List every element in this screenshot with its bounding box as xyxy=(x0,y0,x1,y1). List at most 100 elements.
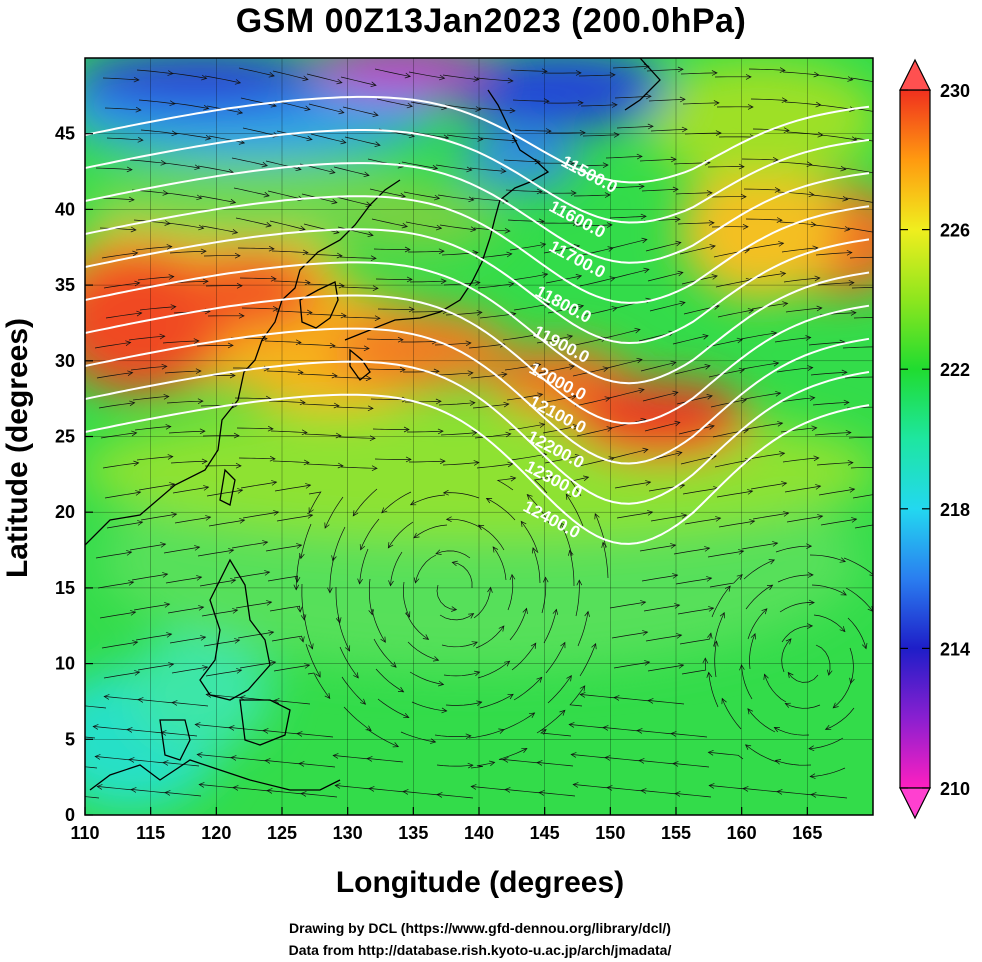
streamline xyxy=(784,101,821,106)
streamline-arrowhead xyxy=(403,712,410,719)
streamline-arrowhead xyxy=(477,524,485,531)
streamline-arrowhead xyxy=(300,614,307,621)
streamline-arrowhead xyxy=(681,126,688,133)
streamline-arrowhead xyxy=(814,275,821,282)
streamline xyxy=(645,242,681,252)
streamline-arrowhead xyxy=(442,489,449,496)
streamline-arrowhead xyxy=(135,490,142,496)
streamline xyxy=(853,317,873,319)
streamline-arrowhead xyxy=(826,669,833,676)
streamline-arrowhead xyxy=(329,342,336,349)
streamline xyxy=(570,476,589,497)
streamline-arrowhead xyxy=(572,424,580,430)
y-tick-label: 20 xyxy=(55,502,75,522)
streamline-arrowhead xyxy=(777,421,784,427)
streamline xyxy=(808,737,844,750)
streamline xyxy=(408,71,445,79)
streamline xyxy=(810,371,847,376)
streamline-arrowhead xyxy=(807,572,814,578)
streamline xyxy=(682,102,720,105)
streamline-arrowhead xyxy=(674,420,681,427)
streamline-arrowhead xyxy=(747,104,754,110)
streamline xyxy=(310,133,346,144)
streamline xyxy=(135,633,172,641)
streamline xyxy=(164,370,201,374)
streamline xyxy=(717,309,754,318)
streamline xyxy=(241,307,279,310)
streamline-arrowhead xyxy=(238,139,246,145)
streamline-arrowhead xyxy=(441,707,448,714)
streamline xyxy=(276,130,313,140)
streamline xyxy=(677,222,715,225)
streamline xyxy=(505,789,542,794)
streamline xyxy=(506,393,543,401)
streamline-arrowhead xyxy=(445,516,452,523)
streamline-arrowhead xyxy=(542,576,549,583)
streamline-arrowhead xyxy=(806,543,813,550)
streamline xyxy=(820,518,857,526)
streamline xyxy=(811,194,848,200)
streamline-arrowhead xyxy=(602,162,609,169)
streamline xyxy=(832,677,853,709)
streamline xyxy=(571,164,609,167)
streamline-arrowhead xyxy=(845,429,852,436)
streamline-arrowhead xyxy=(336,252,343,259)
streamline-arrowhead xyxy=(365,201,372,208)
streamline xyxy=(368,578,373,615)
streamline-arrowhead xyxy=(296,731,303,737)
streamline xyxy=(478,524,505,551)
streamline xyxy=(679,633,712,645)
streamline xyxy=(775,545,812,553)
streamline-arrowhead xyxy=(269,455,276,462)
streamline xyxy=(412,131,449,139)
streamline-arrowhead xyxy=(327,587,333,594)
streamline-arrowhead xyxy=(783,127,790,134)
streamline xyxy=(172,702,209,707)
streamline-arrowhead xyxy=(365,725,372,732)
streamline-arrowhead xyxy=(171,512,178,518)
y-tick-label: 0 xyxy=(65,805,75,825)
streamline xyxy=(269,605,301,613)
streamline-arrowhead xyxy=(503,401,510,408)
streamline xyxy=(718,520,755,528)
streamline xyxy=(709,574,743,588)
streamline-arrowhead xyxy=(470,226,477,233)
streamline xyxy=(785,703,821,709)
streamline-arrowhead xyxy=(817,514,824,520)
streamline xyxy=(231,757,268,762)
streamline xyxy=(137,663,174,671)
streamline-arrowhead xyxy=(672,573,679,579)
streamline xyxy=(477,283,514,289)
streamline xyxy=(578,74,616,77)
streamline-arrowhead xyxy=(166,632,173,638)
streamline-arrowhead xyxy=(370,81,377,87)
streamline xyxy=(344,136,381,146)
streamline xyxy=(643,604,680,612)
streamline xyxy=(616,125,654,129)
streamline xyxy=(750,98,788,101)
streamline xyxy=(171,666,208,674)
streamline xyxy=(165,576,202,584)
streamline xyxy=(781,247,818,253)
streamline xyxy=(343,706,372,731)
streamline xyxy=(809,554,846,562)
streamline xyxy=(604,329,641,339)
streamline-arrowhead xyxy=(306,135,313,142)
streamline xyxy=(681,658,707,675)
streamline xyxy=(814,432,851,436)
streamline xyxy=(360,518,380,550)
streamline-arrowhead xyxy=(676,450,683,457)
streamline xyxy=(816,462,853,466)
streamline-arrowhead xyxy=(540,242,547,248)
colorbar-tick-label: 226 xyxy=(940,221,970,241)
streamline xyxy=(503,759,540,764)
streamline xyxy=(440,432,477,436)
streamline xyxy=(532,547,541,584)
streamline xyxy=(401,341,438,343)
streamline-arrowhead xyxy=(329,168,336,175)
streamline xyxy=(199,195,236,203)
streamline-arrowhead xyxy=(844,226,851,232)
streamline xyxy=(366,338,403,341)
streamline xyxy=(677,607,714,615)
streamline xyxy=(578,457,615,467)
